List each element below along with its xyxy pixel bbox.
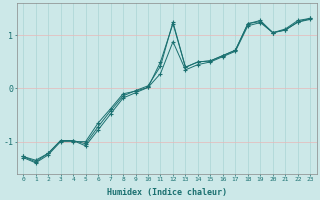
- X-axis label: Humidex (Indice chaleur): Humidex (Indice chaleur): [107, 188, 227, 197]
